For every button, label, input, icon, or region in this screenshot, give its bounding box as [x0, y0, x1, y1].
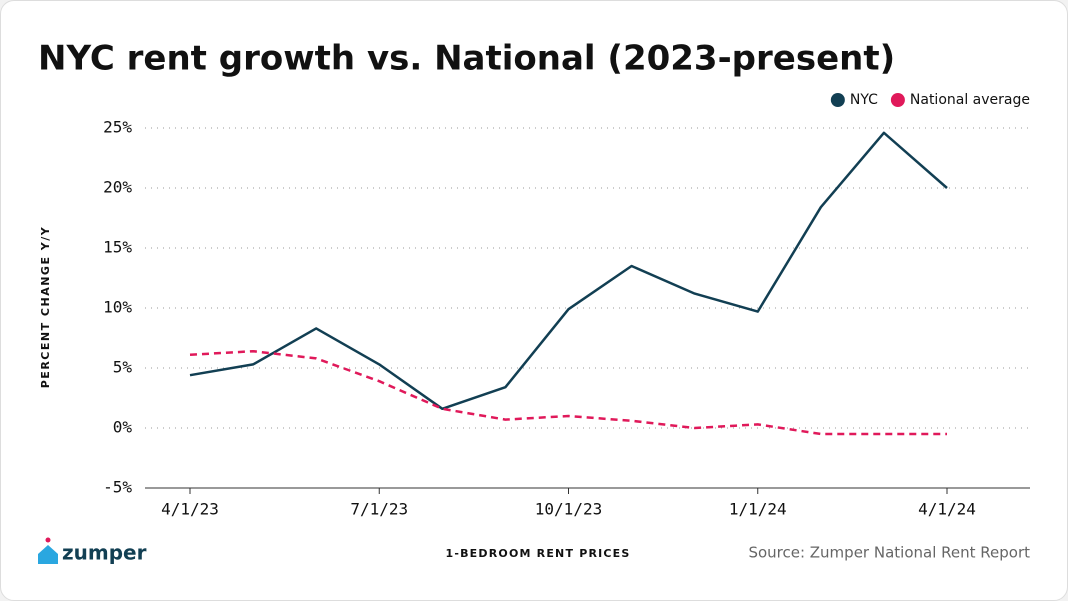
legend-label: NYC: [850, 92, 878, 108]
y-tick-label: 15%: [103, 238, 132, 257]
logo-icon: [38, 537, 58, 564]
x-tick-label: 4/1/23: [161, 500, 219, 519]
x-tick-label: 7/1/23: [350, 500, 408, 519]
line-series: [189, 131, 948, 411]
y-tick-label: 25%: [103, 118, 132, 137]
y-tick-label: 20%: [103, 178, 132, 197]
legend-swatch: [890, 93, 905, 107]
x-axis-label: 1-BEDROOM RENT PRICES: [445, 547, 630, 560]
legend-swatch: [830, 93, 845, 107]
line-series: [189, 349, 947, 436]
x-tick-label: 4/1/24: [918, 500, 976, 519]
y-tick-label: 5%: [113, 358, 133, 377]
chart-title: NYC rent growth vs. National (2023-prese…: [38, 39, 895, 79]
logo-text: zumper: [62, 541, 147, 565]
y-axis-label: PERCENT CHANGE Y/Y: [39, 226, 52, 389]
source: Source: Zumper National Rent Report: [748, 544, 1030, 562]
y-tick-label: 0%: [113, 418, 133, 437]
x-tick-label: 10/1/23: [535, 500, 602, 519]
y-tick-label: 10%: [103, 298, 132, 317]
legend-label: National average: [910, 92, 1030, 108]
x-tick-label: 1/1/24: [729, 500, 787, 519]
y-tick-label: -5%: [103, 478, 132, 497]
